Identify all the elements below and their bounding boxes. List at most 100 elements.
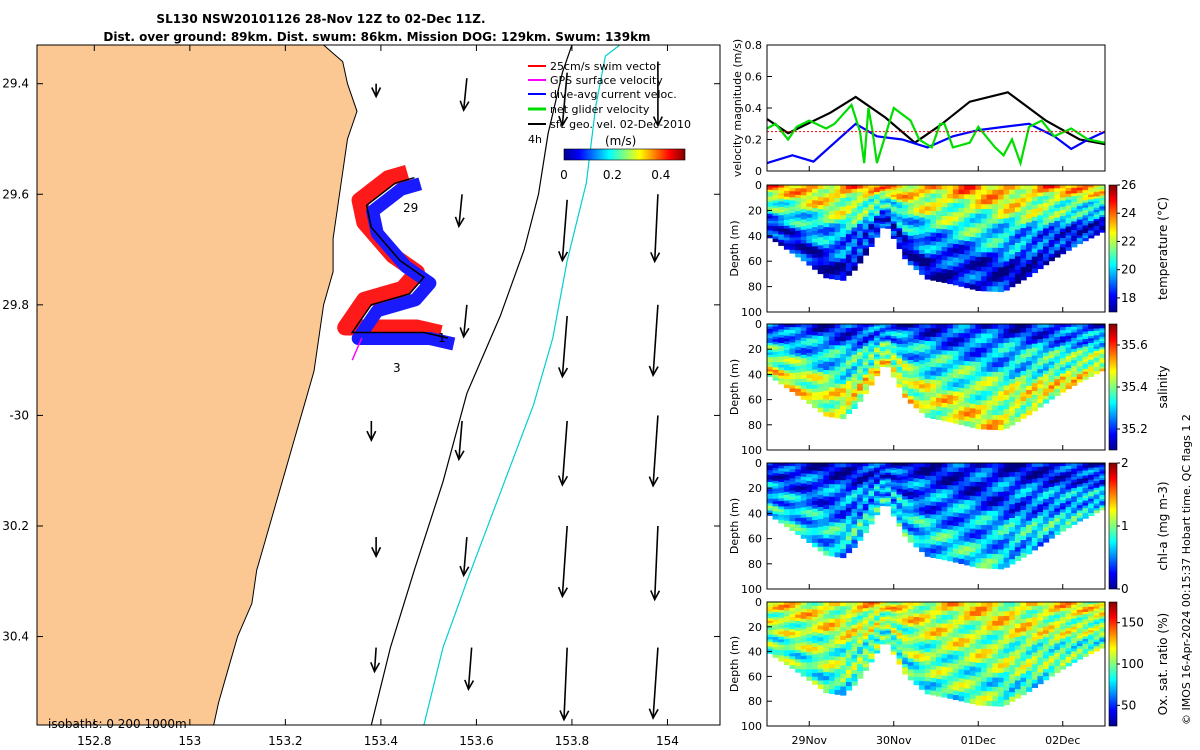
section-cell [829, 656, 836, 661]
section-cell [902, 499, 909, 504]
section-cell [823, 509, 830, 514]
section-cell [1065, 507, 1072, 511]
section-cell [924, 404, 931, 410]
section-cell [907, 616, 914, 621]
section-cell [941, 542, 948, 547]
section-cell [919, 669, 926, 674]
section-cell [924, 643, 931, 649]
section-cell [964, 356, 971, 362]
section-cell [936, 549, 943, 555]
section-cell [767, 333, 774, 337]
colorbar-label: temperature (°C) [1156, 197, 1170, 300]
section-cell [874, 645, 881, 649]
section-cell [947, 520, 954, 526]
section-cell [913, 404, 920, 409]
section-cell [907, 520, 914, 525]
section-cell [862, 213, 869, 218]
section-cell [1076, 484, 1083, 488]
section-cell [969, 561, 976, 567]
section-cell [868, 212, 875, 217]
section-cell [1031, 474, 1038, 480]
section-cell [902, 660, 909, 665]
section-cell [829, 227, 836, 233]
section-cell [772, 654, 779, 658]
section-cell [817, 407, 824, 413]
section-cell [930, 236, 937, 242]
section-cell [952, 646, 960, 652]
section-cell [1048, 209, 1055, 214]
section-cell [986, 347, 993, 354]
section-cell [862, 210, 869, 215]
section-cell [868, 482, 875, 486]
section-cell [1054, 194, 1061, 199]
section-cell [1003, 361, 1010, 368]
section-cell [947, 476, 954, 482]
section-cell [829, 219, 836, 224]
section-cell [789, 330, 796, 334]
section-cell [1048, 517, 1055, 522]
section-cell [936, 657, 943, 663]
section-cell [958, 620, 965, 626]
section-cell [885, 204, 892, 208]
section-cell [936, 627, 943, 633]
section-cell [902, 664, 909, 668]
section-cell [975, 204, 982, 210]
section-cell [992, 371, 999, 378]
section-cell [902, 367, 909, 372]
section-cell [919, 254, 926, 259]
section-cell [952, 610, 960, 616]
section-cell [800, 469, 807, 474]
section-cell [845, 380, 853, 386]
section-cell [890, 355, 898, 359]
section-cell [958, 212, 965, 218]
section-cell [907, 388, 914, 393]
section-cell [947, 654, 954, 660]
section-cell [868, 346, 875, 350]
section-cell [1076, 203, 1083, 207]
section-cell [964, 264, 971, 270]
section-cell [986, 223, 993, 229]
section-cell [890, 226, 898, 230]
section-cell [975, 252, 982, 258]
section-cell [936, 415, 943, 420]
section-cell [896, 211, 903, 215]
section-cell [913, 258, 920, 263]
section-cell [890, 360, 898, 364]
section-cell [879, 630, 886, 633]
section-cell [1037, 245, 1044, 251]
section-cell [1071, 207, 1078, 211]
section-cell [902, 340, 909, 345]
section-cell [1043, 359, 1050, 365]
section-cell [907, 217, 914, 222]
section-cell [947, 623, 954, 629]
section-cell [896, 199, 903, 203]
section-cell [896, 503, 903, 507]
section-cell [913, 531, 920, 536]
section-cell [958, 189, 965, 195]
geo-vector-shaft [652, 415, 659, 486]
section-cell [907, 623, 914, 628]
section-cell [874, 363, 881, 367]
section-cell [829, 547, 836, 553]
section-cell [890, 199, 898, 203]
section-cell [795, 475, 802, 480]
section-cell [783, 246, 791, 250]
section-cell [930, 336, 937, 342]
section-cell [851, 516, 858, 522]
section-cell [857, 612, 864, 617]
section-cell [845, 528, 853, 533]
section-cell [1037, 512, 1044, 517]
section-cell [907, 473, 914, 478]
section-cell [789, 496, 796, 501]
section-cell [840, 345, 847, 351]
section-cell [1020, 544, 1027, 550]
section-cell [1054, 472, 1061, 477]
section-cell [998, 506, 1005, 512]
section-cell [857, 660, 864, 665]
section-cell [1009, 392, 1016, 398]
section-cell [1059, 379, 1067, 384]
section-cell [958, 696, 965, 702]
section-cell [1054, 227, 1061, 232]
geo-vector-5 [557, 199, 569, 263]
section-cell [902, 215, 909, 219]
